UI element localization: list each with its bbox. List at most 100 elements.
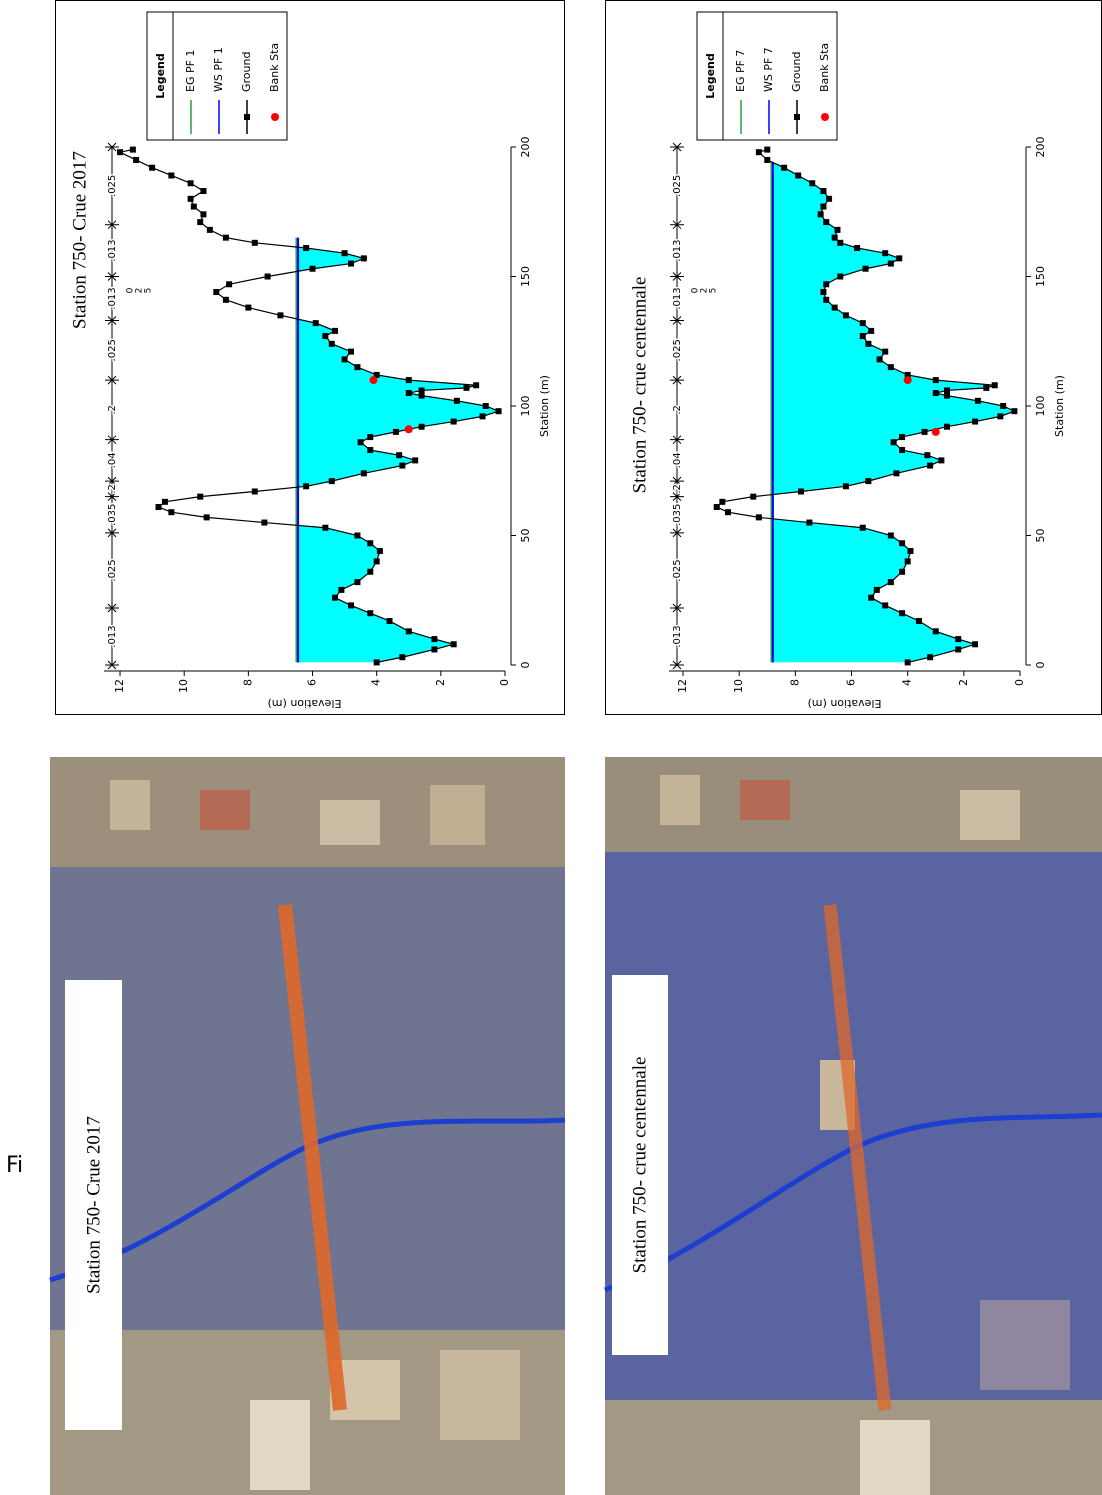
n-break	[670, 603, 684, 613]
ground-point	[226, 281, 233, 288]
ground-point	[899, 540, 906, 547]
ground-point	[837, 273, 844, 280]
y-tick-label: 6	[306, 679, 319, 686]
ground-point	[932, 377, 939, 384]
aerial-image: Station 750- crue centennale	[604, 757, 1102, 1495]
x-tick-label: 0	[519, 662, 532, 669]
ground-point	[831, 234, 838, 241]
ground-point	[781, 164, 788, 171]
n-break	[105, 435, 119, 445]
ground-point	[820, 203, 827, 210]
aerial-buildings	[605, 1400, 1102, 1495]
ground-point	[367, 540, 374, 547]
ground-point	[453, 397, 460, 404]
ground-point	[261, 519, 268, 526]
ground-point	[887, 364, 894, 371]
x-axis-label: Station (m)	[538, 375, 551, 437]
ground-point	[797, 488, 804, 495]
ground-point	[322, 524, 329, 531]
n-value-label: .013	[672, 239, 683, 261]
ground-point	[161, 498, 168, 505]
ground-point	[431, 636, 438, 643]
x-tick-label: 50	[1034, 529, 1047, 543]
aerial-section-line	[823, 904, 892, 1411]
legend-title: Legend	[704, 53, 717, 99]
ground-point	[412, 457, 419, 464]
legend-swatch	[271, 113, 279, 121]
ground-point	[955, 646, 962, 653]
ground-point	[927, 462, 934, 469]
ground-point	[129, 146, 136, 153]
bank-station	[931, 427, 940, 436]
ground-point	[817, 211, 824, 218]
n-break	[670, 476, 684, 486]
legend-swatch	[244, 114, 250, 120]
ground-point	[197, 493, 204, 500]
x-tick-label: 150	[519, 266, 532, 287]
ground-point	[197, 219, 204, 226]
ground-point	[997, 413, 1004, 420]
ground-point	[859, 524, 866, 531]
ground-point	[882, 348, 889, 355]
ground-point	[360, 470, 367, 477]
y-tick-label: 6	[845, 679, 858, 686]
n-break	[105, 660, 119, 670]
y-tick-label: 0	[498, 679, 511, 686]
ground-point	[887, 260, 894, 267]
ground-point	[904, 659, 911, 666]
ground-point	[117, 149, 124, 156]
ground-point	[724, 509, 731, 516]
ground-point	[338, 586, 345, 593]
n-break	[670, 272, 684, 281]
ground-point	[876, 356, 883, 363]
ground-point	[473, 382, 480, 389]
ground-point	[1011, 408, 1018, 415]
aerial-roof	[440, 1350, 520, 1440]
legend-label: Bank Sta	[818, 43, 831, 92]
n-value-label: .025	[672, 175, 683, 197]
ground-point	[213, 289, 220, 296]
ground-point	[360, 255, 367, 262]
ground-point	[303, 483, 310, 490]
aerial-roof	[430, 785, 485, 845]
aerial-image: Station 750- Crue 2017	[49, 757, 566, 1495]
ground-point	[865, 478, 872, 485]
ground-point	[842, 483, 849, 490]
n-value-label: .025	[107, 559, 118, 581]
ground-point	[899, 434, 906, 441]
ground-point	[303, 245, 310, 252]
ground-point	[312, 320, 319, 327]
aerial-roof	[860, 1420, 930, 1495]
y-tick-label: 10	[177, 679, 190, 693]
ground-point	[873, 586, 880, 593]
ground-point	[899, 610, 906, 617]
ground-point	[795, 172, 802, 179]
ground-point	[418, 387, 425, 394]
ground-point	[755, 149, 762, 156]
ground-point	[831, 304, 838, 311]
ground-point	[904, 558, 911, 565]
n-value-label: .013	[107, 625, 118, 647]
y-tick-label: 2	[434, 679, 447, 686]
ground-point	[331, 594, 338, 601]
n-break	[105, 375, 119, 385]
ground-point	[264, 273, 271, 280]
n-break	[105, 476, 119, 486]
y-tick-label: 8	[788, 679, 801, 686]
ground-point	[341, 250, 348, 257]
ground-point	[837, 239, 844, 246]
ground-point	[277, 312, 284, 319]
n-value-label: .013	[672, 625, 683, 647]
figure-label: Fi	[6, 1153, 23, 1178]
ground-point	[322, 333, 329, 340]
x-tick-label: 50	[519, 529, 532, 543]
ground-point	[750, 493, 757, 500]
n-break	[670, 142, 684, 152]
ground-point	[190, 203, 197, 210]
ground-point	[882, 250, 889, 257]
n-value-label: .035	[672, 504, 683, 526]
ground-point	[450, 641, 457, 648]
scale-label: 5	[709, 288, 719, 294]
legend-label: Bank Sta	[268, 43, 281, 92]
legend-box	[146, 11, 288, 141]
